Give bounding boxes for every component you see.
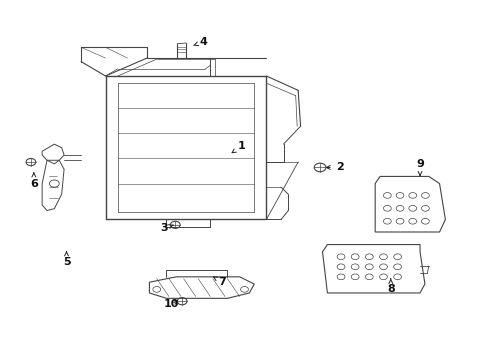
- Text: 7: 7: [213, 277, 226, 287]
- Text: 3: 3: [160, 224, 173, 233]
- Text: 8: 8: [386, 279, 394, 294]
- Text: 1: 1: [232, 141, 245, 153]
- Text: 6: 6: [30, 173, 38, 189]
- Text: 10: 10: [163, 299, 179, 309]
- Text: 2: 2: [325, 162, 343, 172]
- Text: 5: 5: [62, 252, 70, 267]
- Text: 9: 9: [415, 159, 423, 175]
- Text: 4: 4: [193, 37, 206, 47]
